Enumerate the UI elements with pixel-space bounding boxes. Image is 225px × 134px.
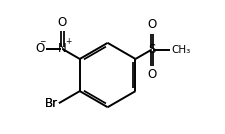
Text: Br: Br: [45, 97, 58, 110]
Text: O: O: [146, 18, 156, 31]
Text: O: O: [58, 16, 67, 29]
Text: +: +: [65, 37, 71, 46]
Text: −: −: [39, 37, 45, 46]
Text: S: S: [147, 43, 155, 56]
Text: CH₃: CH₃: [171, 45, 190, 55]
Text: O: O: [36, 42, 45, 55]
Text: N: N: [58, 42, 66, 55]
Text: Br: Br: [45, 97, 58, 110]
Text: O: O: [146, 68, 156, 81]
